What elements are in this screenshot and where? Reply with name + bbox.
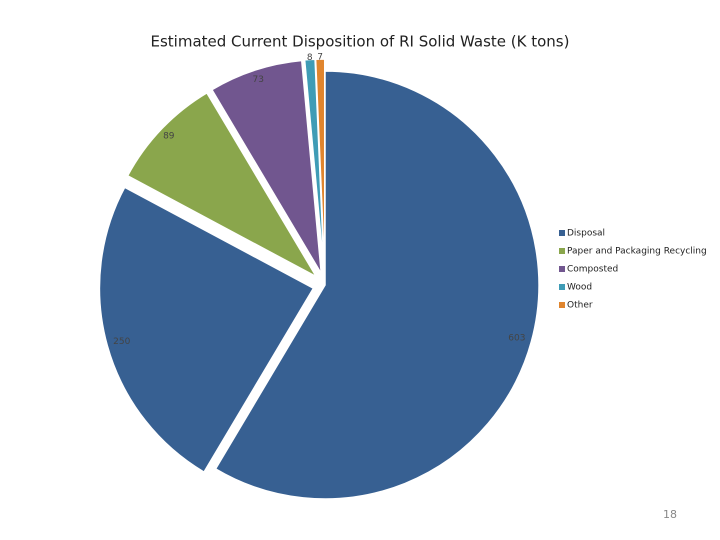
legend-label: Wood (567, 283, 592, 293)
data-label: 89 (163, 131, 175, 141)
legend-label: Disposal (567, 229, 605, 239)
pie-slice (214, 70, 540, 500)
legend-swatch (559, 302, 565, 308)
data-label: 603 (508, 333, 525, 343)
page-number: 18 (663, 508, 677, 521)
pie-slice (126, 91, 319, 279)
data-label: 250 (113, 337, 130, 347)
legend-swatch (559, 284, 565, 290)
legend-swatch (559, 266, 565, 272)
legend-swatch (559, 230, 565, 236)
data-label: 73 (253, 75, 264, 85)
legend-label: Paper and Packaging Recycling (567, 247, 707, 257)
pie-slice (314, 58, 326, 274)
data-label: 7 (317, 53, 323, 63)
chart-title: Estimated Current Disposition of RI Soli… (151, 33, 570, 51)
legend-label: Composted (567, 265, 618, 275)
pie-slice (98, 186, 315, 474)
legend-swatch (559, 248, 565, 254)
data-label: 8 (307, 53, 313, 63)
pie-slice (210, 59, 323, 274)
legend-label: Other (567, 301, 593, 311)
